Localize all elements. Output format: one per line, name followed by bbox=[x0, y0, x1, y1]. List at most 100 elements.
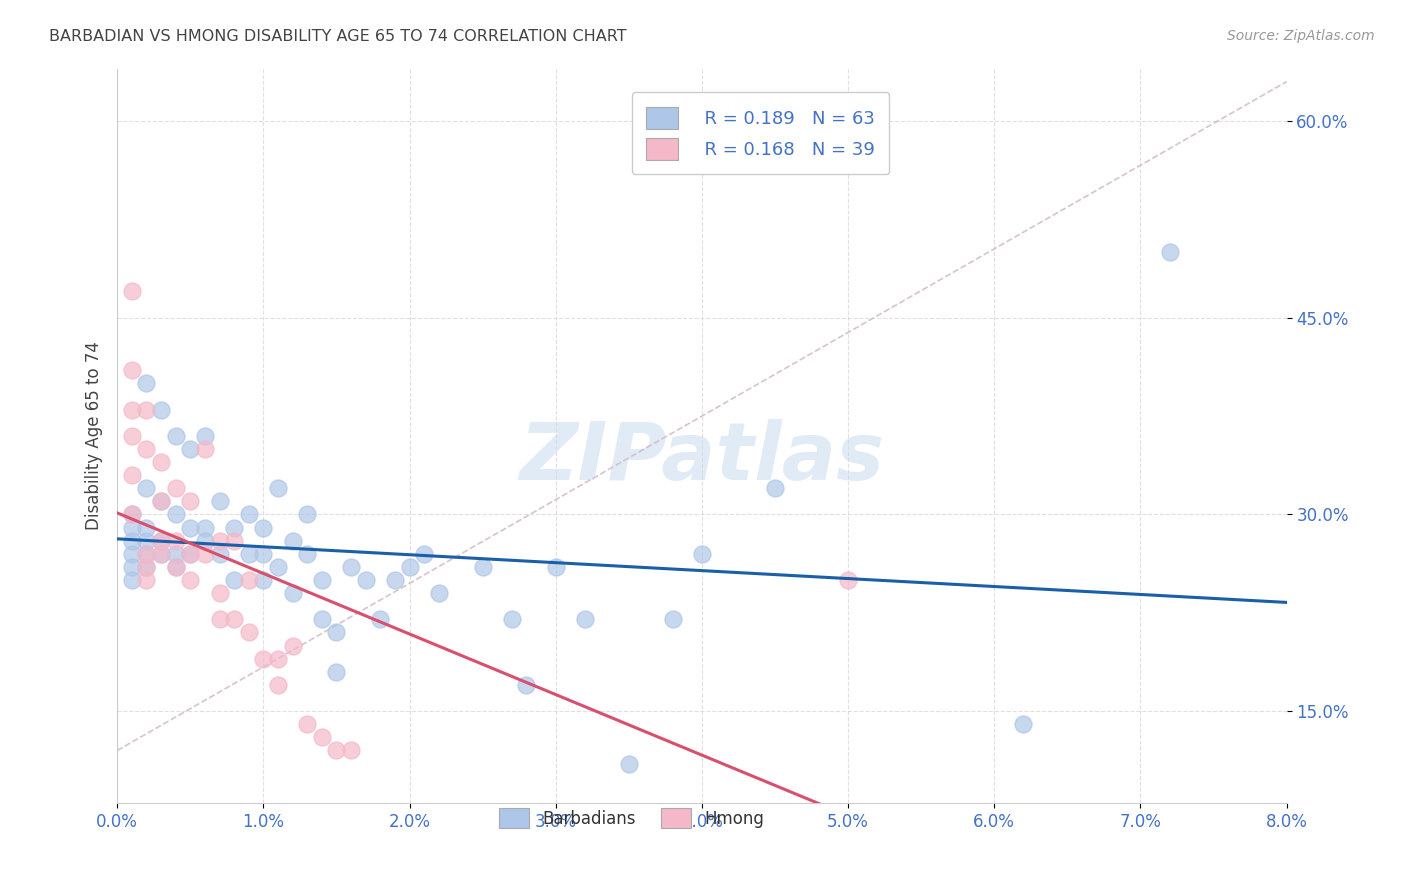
Point bbox=[471, 560, 494, 574]
Point bbox=[121, 402, 143, 417]
Point bbox=[311, 573, 333, 587]
Point bbox=[208, 494, 231, 508]
Point bbox=[238, 547, 260, 561]
Point bbox=[179, 573, 201, 587]
Point bbox=[135, 376, 157, 391]
Point bbox=[267, 481, 290, 495]
Point bbox=[179, 547, 201, 561]
Point bbox=[121, 533, 143, 548]
Point bbox=[224, 533, 246, 548]
Point bbox=[763, 481, 786, 495]
Text: Source: ZipAtlas.com: Source: ZipAtlas.com bbox=[1227, 29, 1375, 43]
Point bbox=[297, 508, 319, 522]
Point bbox=[384, 573, 406, 587]
Point bbox=[208, 533, 231, 548]
Point bbox=[238, 508, 260, 522]
Point bbox=[252, 651, 274, 665]
Point bbox=[311, 731, 333, 745]
Point bbox=[179, 442, 201, 456]
Y-axis label: Disability Age 65 to 74: Disability Age 65 to 74 bbox=[86, 342, 103, 530]
Point bbox=[340, 560, 363, 574]
Text: BARBADIAN VS HMONG DISABILITY AGE 65 TO 74 CORRELATION CHART: BARBADIAN VS HMONG DISABILITY AGE 65 TO … bbox=[49, 29, 627, 44]
Point bbox=[413, 547, 436, 561]
Point bbox=[1012, 717, 1035, 731]
Point bbox=[165, 560, 187, 574]
Point bbox=[208, 586, 231, 600]
Point bbox=[135, 442, 157, 456]
Point bbox=[121, 508, 143, 522]
Text: ZIPatlas: ZIPatlas bbox=[519, 418, 884, 497]
Point bbox=[150, 494, 173, 508]
Point bbox=[165, 508, 187, 522]
Point bbox=[150, 533, 173, 548]
Point bbox=[121, 363, 143, 377]
Point bbox=[165, 533, 187, 548]
Point bbox=[340, 743, 363, 757]
Point bbox=[150, 547, 173, 561]
Point bbox=[194, 428, 217, 442]
Point bbox=[135, 560, 157, 574]
Point bbox=[135, 547, 157, 561]
Point bbox=[690, 547, 713, 561]
Point bbox=[224, 520, 246, 534]
Point bbox=[121, 428, 143, 442]
Point bbox=[135, 402, 157, 417]
Point bbox=[121, 520, 143, 534]
Point bbox=[297, 547, 319, 561]
Point bbox=[165, 560, 187, 574]
Point bbox=[368, 612, 391, 626]
Point bbox=[179, 547, 201, 561]
Point bbox=[150, 402, 173, 417]
Point bbox=[165, 481, 187, 495]
Point bbox=[194, 533, 217, 548]
Point bbox=[150, 494, 173, 508]
Point bbox=[837, 573, 859, 587]
Point bbox=[135, 573, 157, 587]
Point bbox=[194, 442, 217, 456]
Point bbox=[179, 494, 201, 508]
Point bbox=[325, 743, 347, 757]
Point bbox=[121, 508, 143, 522]
Point bbox=[311, 612, 333, 626]
Point bbox=[194, 547, 217, 561]
Point bbox=[121, 468, 143, 483]
Point bbox=[267, 678, 290, 692]
Point bbox=[238, 573, 260, 587]
Point bbox=[515, 678, 537, 692]
Point bbox=[325, 665, 347, 679]
Point bbox=[208, 547, 231, 561]
Point bbox=[121, 560, 143, 574]
Point bbox=[574, 612, 596, 626]
Point bbox=[135, 481, 157, 495]
Point bbox=[121, 285, 143, 299]
Point bbox=[179, 520, 201, 534]
Point bbox=[325, 625, 347, 640]
Point bbox=[617, 756, 640, 771]
Point bbox=[544, 560, 567, 574]
Point bbox=[1159, 245, 1181, 260]
Point bbox=[501, 612, 523, 626]
Point bbox=[135, 547, 157, 561]
Point bbox=[267, 560, 290, 574]
Point bbox=[427, 586, 450, 600]
Point bbox=[165, 547, 187, 561]
Point bbox=[150, 533, 173, 548]
Point bbox=[224, 573, 246, 587]
Point bbox=[135, 560, 157, 574]
Point bbox=[661, 612, 683, 626]
Point bbox=[135, 520, 157, 534]
Point bbox=[281, 586, 304, 600]
Point bbox=[224, 612, 246, 626]
Point bbox=[252, 547, 274, 561]
Point bbox=[165, 428, 187, 442]
Point bbox=[208, 612, 231, 626]
Point bbox=[121, 547, 143, 561]
Point bbox=[267, 651, 290, 665]
Point bbox=[252, 573, 274, 587]
Point bbox=[150, 547, 173, 561]
Point bbox=[121, 573, 143, 587]
Point bbox=[252, 520, 274, 534]
Point bbox=[297, 717, 319, 731]
Point bbox=[194, 520, 217, 534]
Point bbox=[398, 560, 420, 574]
